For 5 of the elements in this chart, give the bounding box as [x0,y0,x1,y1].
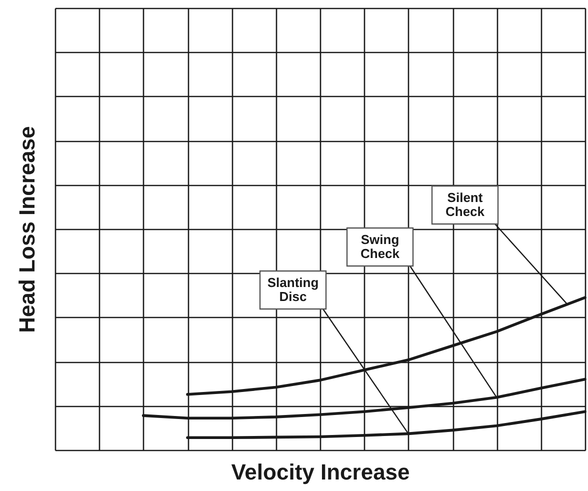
text: Silent Check [445,190,486,219]
y-axis-title: Head Loss Increase [14,126,40,333]
x-axis-title: Velocity Increase [231,460,410,484]
text: Swing Check [360,232,400,261]
text: Slanting Disc [267,275,319,304]
